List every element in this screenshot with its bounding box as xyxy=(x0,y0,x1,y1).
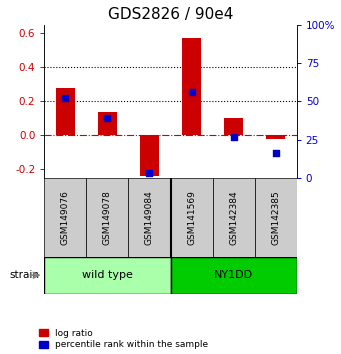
Text: GSM149078: GSM149078 xyxy=(103,190,112,245)
Bar xyxy=(129,178,170,257)
Text: strain: strain xyxy=(9,270,39,280)
Bar xyxy=(44,257,170,294)
Title: GDS2826 / 90e4: GDS2826 / 90e4 xyxy=(108,7,233,22)
Bar xyxy=(255,178,297,257)
Bar xyxy=(140,135,159,176)
Text: GSM149084: GSM149084 xyxy=(145,190,154,245)
Text: NY1DD: NY1DD xyxy=(214,270,253,280)
Bar xyxy=(224,118,243,135)
Bar xyxy=(170,257,297,294)
Text: GSM149076: GSM149076 xyxy=(61,190,70,245)
Text: GSM141569: GSM141569 xyxy=(187,190,196,245)
Text: GSM142385: GSM142385 xyxy=(271,190,280,245)
Point xyxy=(189,89,194,95)
Bar xyxy=(212,178,255,257)
Legend: log ratio, percentile rank within the sample: log ratio, percentile rank within the sa… xyxy=(39,329,208,349)
Point xyxy=(63,96,68,101)
Bar xyxy=(44,178,86,257)
Bar xyxy=(170,178,212,257)
Bar xyxy=(98,112,117,135)
Bar xyxy=(56,88,75,135)
Bar xyxy=(182,38,201,135)
Bar xyxy=(86,178,129,257)
Point xyxy=(231,134,236,139)
Bar xyxy=(266,135,285,139)
Point xyxy=(147,171,152,176)
Text: wild type: wild type xyxy=(82,270,133,280)
Text: GSM142384: GSM142384 xyxy=(229,190,238,245)
Point xyxy=(273,150,278,156)
Point xyxy=(105,115,110,121)
